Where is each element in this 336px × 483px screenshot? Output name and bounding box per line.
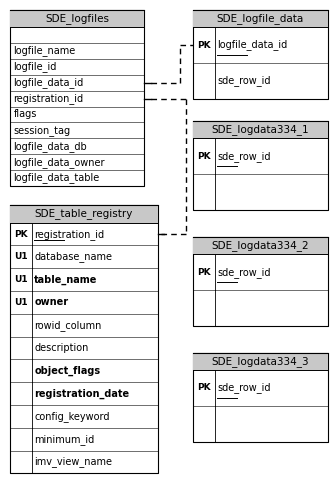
- Text: logfile_data_id: logfile_data_id: [217, 40, 288, 51]
- Text: SDE_logfile_data: SDE_logfile_data: [217, 13, 304, 24]
- Text: logfile_data_db: logfile_data_db: [13, 141, 87, 152]
- Text: config_keyword: config_keyword: [34, 411, 110, 422]
- Text: minimum_id: minimum_id: [34, 434, 94, 445]
- Text: sde_row_id: sde_row_id: [217, 151, 271, 162]
- Text: table_name: table_name: [34, 274, 98, 285]
- Bar: [193, 121, 328, 138]
- Text: SDE_logfiles: SDE_logfiles: [45, 13, 109, 24]
- Bar: [10, 10, 144, 27]
- Bar: [10, 205, 158, 473]
- Bar: [10, 205, 158, 223]
- Text: imv_view_name: imv_view_name: [34, 456, 112, 468]
- Text: owner: owner: [34, 298, 69, 307]
- Text: session_tag: session_tag: [13, 125, 71, 136]
- Bar: [193, 353, 328, 370]
- Text: SDE_logdata334_2: SDE_logdata334_2: [212, 240, 309, 251]
- Bar: [193, 237, 328, 254]
- Bar: [193, 10, 328, 27]
- Text: SDE_table_registry: SDE_table_registry: [35, 209, 133, 219]
- Text: database_name: database_name: [34, 251, 112, 262]
- Text: object_flags: object_flags: [34, 366, 100, 376]
- Text: rowid_column: rowid_column: [34, 320, 102, 331]
- Text: PK: PK: [197, 41, 211, 50]
- Bar: [193, 353, 328, 442]
- Text: U1: U1: [14, 275, 28, 284]
- Text: SDE_logdata334_3: SDE_logdata334_3: [212, 356, 309, 367]
- Text: PK: PK: [14, 229, 28, 239]
- Text: sde_row_id: sde_row_id: [217, 75, 271, 86]
- Text: PK: PK: [197, 152, 211, 161]
- Text: PK: PK: [197, 268, 211, 277]
- Text: logfile_name: logfile_name: [13, 45, 76, 57]
- Bar: [193, 237, 328, 326]
- Text: flags: flags: [13, 110, 37, 119]
- Text: registration_id: registration_id: [34, 228, 104, 240]
- Text: U1: U1: [14, 298, 28, 307]
- Text: description: description: [34, 343, 89, 353]
- Text: PK: PK: [197, 384, 211, 393]
- Text: logfile_data_table: logfile_data_table: [13, 172, 100, 184]
- Bar: [193, 121, 328, 210]
- Text: SDE_logdata334_1: SDE_logdata334_1: [212, 124, 309, 135]
- Text: logfile_id: logfile_id: [13, 61, 57, 72]
- Text: logfile_data_owner: logfile_data_owner: [13, 156, 105, 168]
- Text: sde_row_id: sde_row_id: [217, 267, 271, 278]
- Text: registration_id: registration_id: [13, 93, 84, 104]
- Bar: [10, 10, 144, 186]
- Text: U1: U1: [14, 252, 28, 261]
- Text: registration_date: registration_date: [34, 388, 129, 398]
- Text: logfile_data_id: logfile_data_id: [13, 77, 84, 88]
- Text: sde_row_id: sde_row_id: [217, 383, 271, 394]
- Bar: [193, 10, 328, 99]
